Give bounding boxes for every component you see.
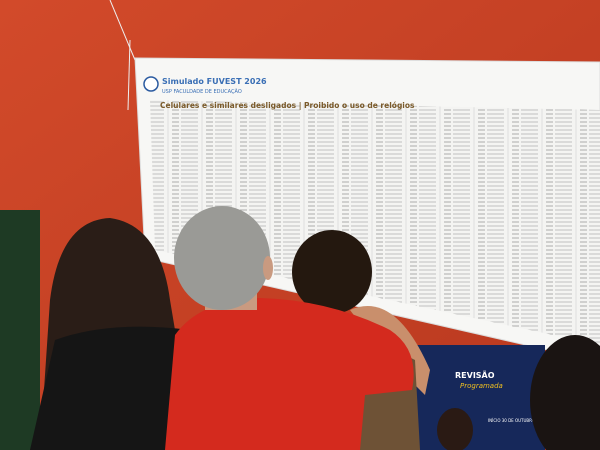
woman-left-clothes (30, 326, 200, 450)
plant (0, 210, 40, 450)
poster-date: INÍCIO 30 DE OUTUBRO (488, 418, 535, 423)
banner-notice: Celulares e similares desligados | Proib… (160, 101, 415, 111)
banner-title: Simulado FUVEST 2026 (162, 77, 267, 86)
results-list (150, 100, 600, 345)
woman-middle-hair (292, 230, 372, 314)
banner-institution: USP FACULDADE DE EDUCAÇÃO (162, 88, 242, 95)
poster-photo (437, 408, 473, 450)
man-ear (263, 256, 273, 280)
poster (415, 345, 545, 450)
person-right (530, 335, 600, 450)
logo (143, 76, 159, 92)
poster-title: REVISÃO (455, 370, 495, 380)
man-red-shirt (165, 298, 414, 450)
man-hair (174, 206, 270, 310)
string (109, 0, 136, 61)
poster-subtitle: Programada (460, 382, 503, 390)
string (127, 39, 131, 111)
